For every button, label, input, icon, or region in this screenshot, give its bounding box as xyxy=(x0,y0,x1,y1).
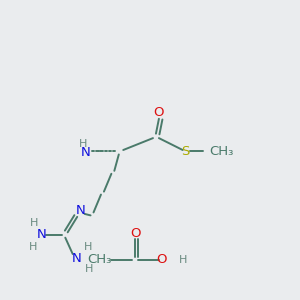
Text: H: H xyxy=(83,242,92,252)
Text: H: H xyxy=(30,218,38,228)
Text: N: N xyxy=(72,252,82,265)
Text: H: H xyxy=(178,255,187,265)
Text: S: S xyxy=(182,145,190,158)
Text: CH₃: CH₃ xyxy=(87,254,112,266)
Text: N: N xyxy=(80,146,90,160)
Text: N: N xyxy=(76,204,86,218)
Text: CH₃: CH₃ xyxy=(209,145,233,158)
Text: O: O xyxy=(157,254,167,266)
Text: N: N xyxy=(37,228,46,241)
Text: O: O xyxy=(154,106,164,119)
Text: O: O xyxy=(130,227,140,240)
Text: H: H xyxy=(28,242,37,252)
Text: H: H xyxy=(85,264,93,274)
Text: H: H xyxy=(79,139,87,149)
